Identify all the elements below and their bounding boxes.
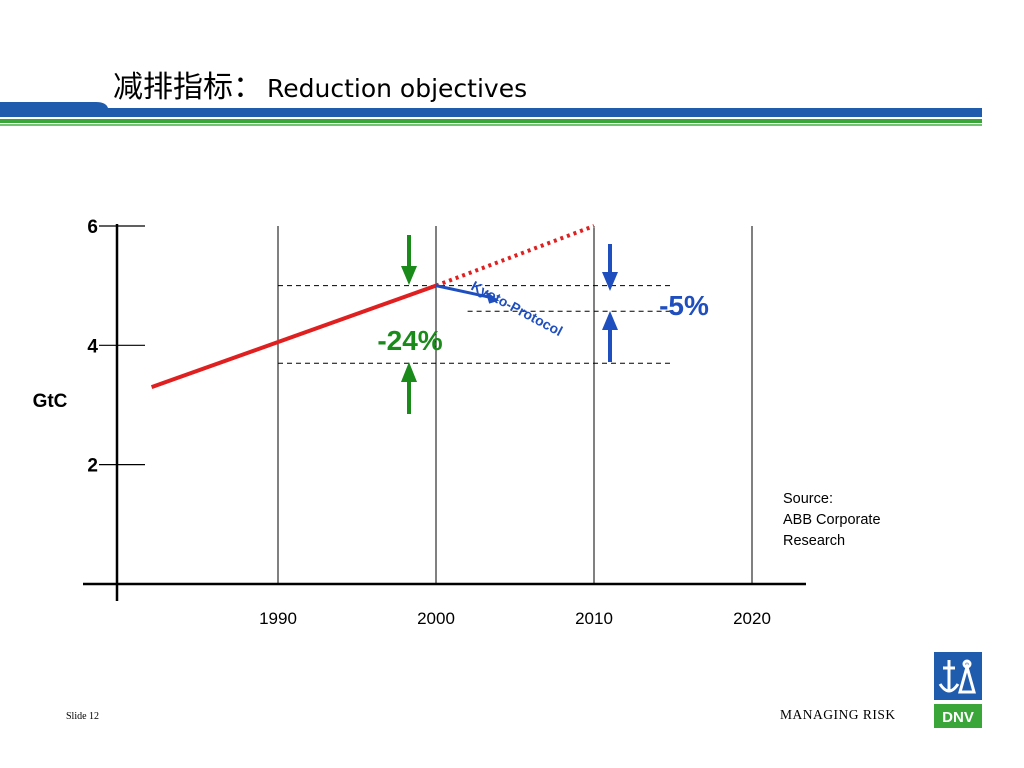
slide-number: Slide 12 [66, 711, 100, 722]
annotations-layer: Kyoto-Protocol -24% -5% [377, 235, 709, 414]
source-line: Research [783, 533, 846, 549]
header-band-green-thin [0, 124, 982, 126]
y-tick-label: 2 [87, 456, 98, 477]
axes-layer [83, 223, 806, 601]
header-band-green [0, 119, 982, 123]
managing-risk-tagline: MANAGING RISK [780, 707, 896, 722]
logo-emblem-icon [938, 659, 976, 694]
blue-down-arrow-head [602, 272, 618, 291]
business-as-usual-projection [435, 224, 595, 288]
reference-lines [278, 285, 673, 364]
logo-wordmark: DNV [942, 709, 974, 726]
slide-title: 减排指标： Reduction objectives [113, 62, 527, 106]
green-down-arrow-head [401, 266, 417, 285]
header-band [0, 102, 982, 126]
grid-layer [277, 225, 753, 584]
blue-up-arrow-head [602, 311, 618, 330]
x-tick-label: 2000 [417, 609, 455, 628]
dnv-logo: DNV [934, 652, 982, 728]
reduction-5-label: -5% [659, 290, 709, 321]
source-note: Source: ABB Corporate Research [783, 489, 881, 552]
header-band-blue [0, 102, 982, 117]
title-english: Reduction objectives [267, 74, 528, 103]
labels-layer: 1990 2000 2010 2020 2 4 6 GtC [33, 217, 771, 628]
x-tick-label: 2020 [733, 609, 771, 628]
emissions-trend-line [150, 283, 437, 389]
y-tick-label: 6 [87, 217, 98, 238]
title-chinese: 减排指标： [113, 70, 263, 105]
kyoto-arrow-shaft [435, 284, 492, 300]
series-layer [150, 224, 595, 389]
kyoto-arrow-head [485, 290, 500, 304]
reduction-24-label: -24% [377, 325, 442, 356]
source-line: Source: [783, 491, 833, 507]
green-up-arrow-head [401, 362, 417, 382]
y-tick-label: 4 [87, 336, 98, 357]
logo-wordmark-bg [934, 704, 982, 728]
x-tick-label: 1990 [259, 609, 297, 628]
kyoto-protocol-label: Kyoto-Protocol [469, 278, 566, 340]
y-axis-label: GtC [33, 391, 68, 412]
source-line: ABB Corporate [783, 512, 881, 528]
x-tick-label: 2010 [575, 609, 613, 628]
